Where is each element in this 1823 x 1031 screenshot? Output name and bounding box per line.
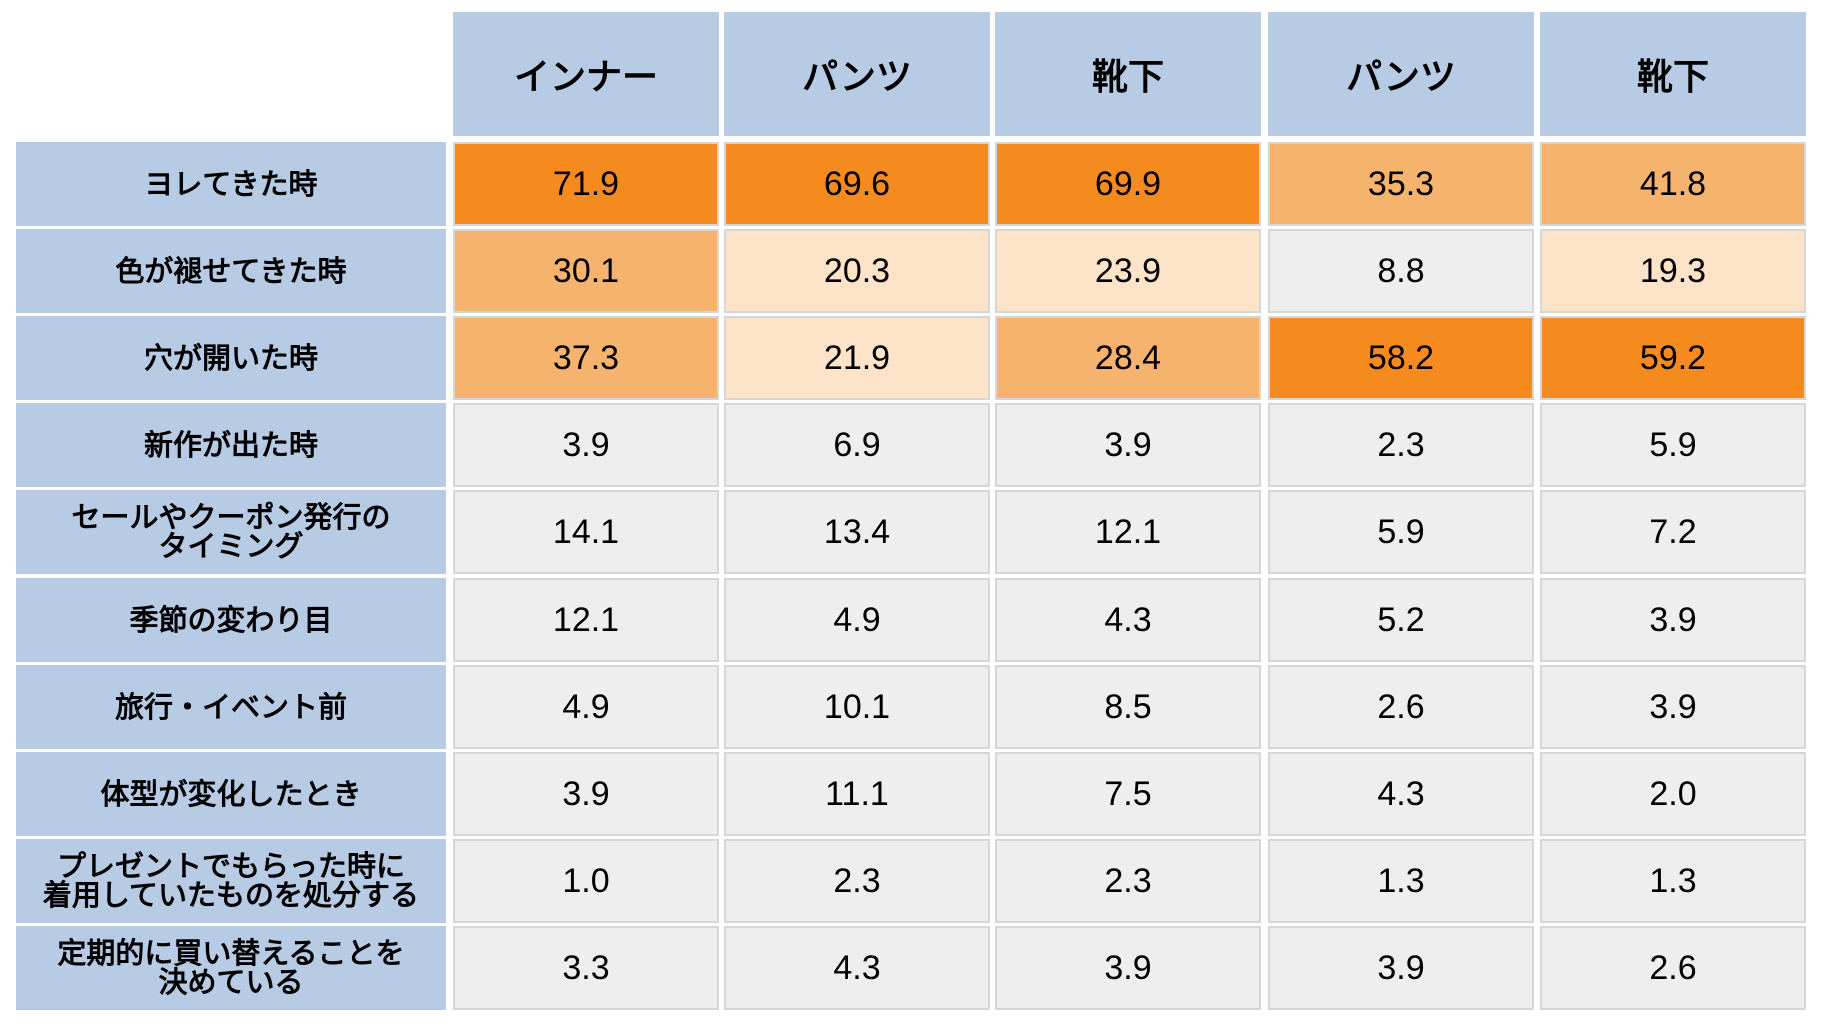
column-header: パンツ [1268,12,1534,136]
row-header: 旅行・イベント前 [16,665,446,749]
value-cell: 28.4 [995,316,1261,400]
value-cell: 5.9 [1540,403,1806,487]
row-header: 穴が開いた時 [16,316,446,400]
value-cell: 69.6 [724,142,990,226]
value-cell: 4.3 [724,926,990,1010]
value-cell: 4.3 [1268,752,1534,836]
value-cell: 3.9 [995,926,1261,1010]
value-cell: 7.2 [1540,490,1806,574]
value-cell: 12.1 [995,490,1261,574]
value-cell: 35.3 [1268,142,1534,226]
value-cell: 3.9 [995,403,1261,487]
column-header: 靴下 [995,12,1261,136]
value-cell: 58.2 [1268,316,1534,400]
value-cell: 41.8 [1540,142,1806,226]
value-cell: 37.3 [453,316,719,400]
value-cell: 4.9 [724,578,990,662]
row-header: セールやクーポン発行の タイミング [16,490,446,574]
row-header: 色が褪せてきた時 [16,229,446,313]
value-cell: 30.1 [453,229,719,313]
value-cell: 2.6 [1268,665,1534,749]
value-cell: 4.3 [995,578,1261,662]
value-cell: 69.9 [995,142,1261,226]
value-cell: 12.1 [453,578,719,662]
value-cell: 5.2 [1268,578,1534,662]
row-header: 新作が出た時 [16,403,446,487]
row-header: ヨレてきた時 [16,142,446,226]
value-cell: 71.9 [453,142,719,226]
value-cell: 3.9 [1540,665,1806,749]
value-cell: 7.5 [995,752,1261,836]
value-cell: 21.9 [724,316,990,400]
value-cell: 8.5 [995,665,1261,749]
value-cell: 2.0 [1540,752,1806,836]
value-cell: 3.9 [453,403,719,487]
value-cell: 4.9 [453,665,719,749]
row-header: プレゼントでもらった時に 着用していたものを処分する [16,839,446,923]
value-cell: 2.3 [724,839,990,923]
value-cell: 14.1 [453,490,719,574]
row-header: 季節の変わり目 [16,578,446,662]
value-cell: 3.9 [453,752,719,836]
value-cell: 1.3 [1268,839,1534,923]
value-cell: 5.9 [1268,490,1534,574]
value-cell: 2.3 [1268,403,1534,487]
value-cell: 59.2 [1540,316,1806,400]
value-cell: 1.3 [1540,839,1806,923]
value-cell: 3.9 [1268,926,1534,1010]
column-header: パンツ [724,12,990,136]
value-cell: 1.0 [453,839,719,923]
value-cell: 8.8 [1268,229,1534,313]
value-cell: 13.4 [724,490,990,574]
column-header: インナー [453,12,719,136]
column-header: 靴下 [1540,12,1806,136]
value-cell: 3.9 [1540,578,1806,662]
value-cell: 19.3 [1540,229,1806,313]
value-cell: 3.3 [453,926,719,1010]
value-cell: 6.9 [724,403,990,487]
value-cell: 2.6 [1540,926,1806,1010]
row-header: 体型が変化したとき [16,752,446,836]
value-cell: 2.3 [995,839,1261,923]
value-cell: 20.3 [724,229,990,313]
value-cell: 10.1 [724,665,990,749]
value-cell: 23.9 [995,229,1261,313]
value-cell: 11.1 [724,752,990,836]
row-header: 定期的に買い替えることを 決めている [16,926,446,1010]
